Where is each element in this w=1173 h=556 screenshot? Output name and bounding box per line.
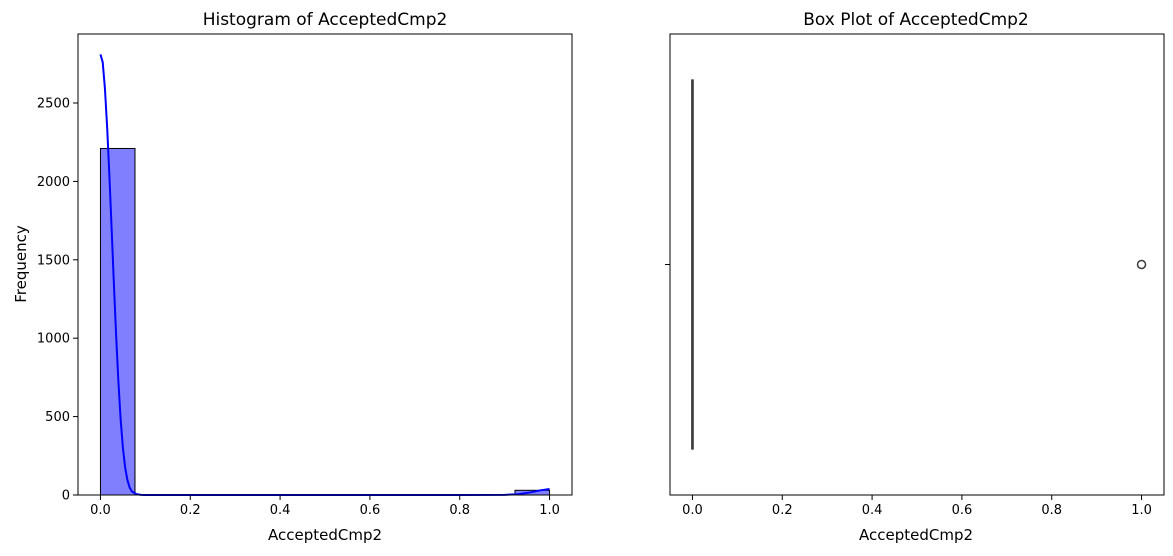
box-plot-title: Box Plot of AcceptedCmp2 <box>803 10 1028 30</box>
x-tick-label: 0.4 <box>862 503 883 518</box>
y-tick-label: 1500 <box>37 253 70 268</box>
y-tick-label: 1000 <box>37 332 70 347</box>
kde-curve <box>99 54 550 496</box>
x-tick-label: 0.0 <box>682 503 703 518</box>
histogram-y-axis-label: Frequency <box>12 225 30 303</box>
x-tick-label: 0.0 <box>90 503 111 518</box>
histogram-title: Histogram of AcceptedCmp2 <box>203 10 448 30</box>
x-tick-label: 0.8 <box>449 503 470 518</box>
y-tick-label: 500 <box>45 410 70 425</box>
x-tick-label: 1.0 <box>1131 503 1152 518</box>
y-tick-label: 2000 <box>37 175 70 190</box>
histogram-axes-frame <box>77 33 573 496</box>
histogram-chart: Histogram of AcceptedCmp2 AcceptedCmp2 F… <box>12 10 573 544</box>
outlier-point <box>1136 259 1147 270</box>
x-tick-label: 0.6 <box>360 503 381 518</box>
x-tick-label: 0.8 <box>1041 503 1062 518</box>
y-tick-label: 0 <box>62 489 70 504</box>
box-plot-chart: Box Plot of AcceptedCmp2 AcceptedCmp2 0.… <box>665 10 1165 544</box>
box-plot-axes-frame <box>669 33 1165 496</box>
x-tick-label: 1.0 <box>539 503 560 518</box>
box-plot-x-axis-label: AcceptedCmp2 <box>859 526 973 544</box>
x-tick-label: 0.2 <box>772 503 793 518</box>
x-tick-label: 0.6 <box>952 503 973 518</box>
x-tick-label: 0.2 <box>180 503 201 518</box>
histogram-x-axis-label: AcceptedCmp2 <box>268 526 382 544</box>
x-tick-label: 0.4 <box>270 503 291 518</box>
histogram-bar <box>99 147 136 496</box>
y-tick-label: 2500 <box>37 96 70 111</box>
